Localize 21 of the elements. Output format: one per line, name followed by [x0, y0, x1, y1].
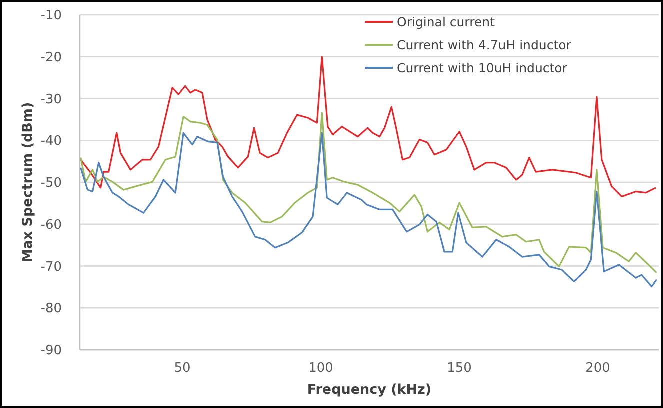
line-series [80, 132, 658, 288]
y-tick-label: -30 [40, 92, 62, 108]
legend-label: Current with 4.7uH inductor [397, 37, 572, 52]
x-tick-label: 200 [586, 361, 610, 376]
y-tick-label: -40 [40, 134, 62, 150]
legend-label: Current with 10uH inductor [397, 60, 568, 76]
line-series [80, 56, 657, 198]
x-tick-label: 100 [308, 361, 334, 376]
x-axis-title: Frequency (kHz) [307, 382, 432, 398]
y-tick-label: -80 [40, 302, 62, 317]
y-axis-title: Max Spectrum (dBm) [20, 102, 36, 263]
y-tick-label: -60 [40, 218, 62, 233]
x-tick-label: 150 [447, 361, 472, 376]
y-tick-label: -70 [40, 260, 62, 275]
y-tick-label: -10 [40, 8, 62, 24]
y-tick-label: -20 [40, 50, 62, 66]
line-series [80, 112, 658, 274]
y-tick-label: -50 [40, 176, 62, 192]
y-tick-label: -90 [40, 344, 62, 359]
legend-label: Original current [397, 14, 496, 30]
x-tick-label: 50 [174, 361, 191, 376]
